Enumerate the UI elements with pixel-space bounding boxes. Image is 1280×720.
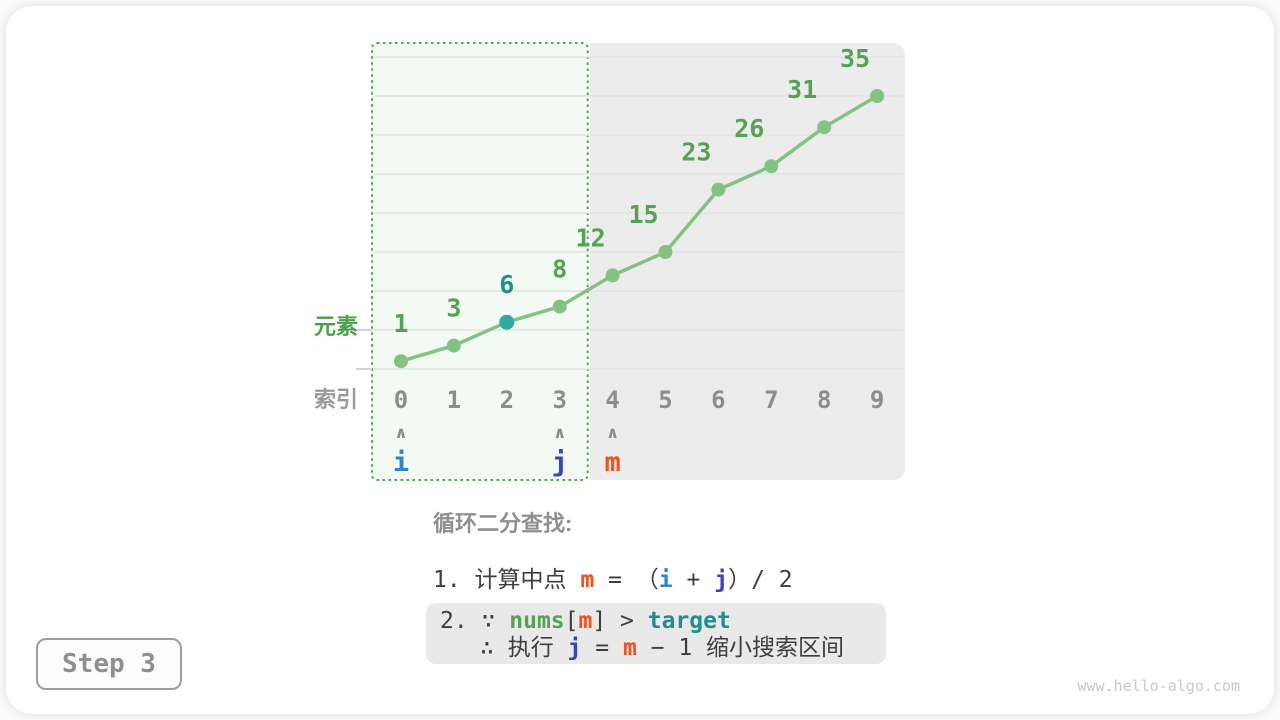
caption-step1: 1. 计算中点 m = （i + j）/ 2	[433, 560, 793, 594]
var-target: target	[647, 608, 731, 634]
index-label-1: 1	[447, 386, 461, 414]
data-point-2	[499, 314, 515, 330]
equals-open-paren: = （	[594, 567, 659, 593]
step1-prefix: 1. 计算中点	[433, 567, 581, 593]
caption-step2-box: 2. ∵ nums[m] > target ∴ 执行 j = m − 1 缩小搜…	[426, 603, 886, 664]
value-label-1: 3	[446, 294, 461, 323]
series-line	[400, 94, 878, 363]
value-label-0: 1	[393, 309, 408, 338]
value-label-8: 31	[787, 75, 817, 104]
caption-step2-action: ∴ 执行 j = m − 1 缩小搜索区间	[440, 635, 886, 662]
y-axis-label: 元素	[314, 314, 358, 339]
value-label-6: 23	[681, 138, 711, 167]
data-point-7	[764, 159, 779, 174]
search-window-region	[371, 42, 589, 481]
var-m: m	[622, 635, 637, 661]
pointer-caret-j: ∧	[553, 423, 566, 442]
index-label-0: 0	[394, 386, 408, 414]
value-label-7: 26	[734, 114, 764, 143]
value-label-2: 6	[499, 270, 514, 299]
step-badge: Step 3	[36, 638, 182, 690]
plus: +	[672, 567, 715, 593]
data-point-5	[658, 245, 673, 259]
pointer-label-i: i	[393, 447, 409, 478]
step2-because: 2. ∵	[440, 608, 510, 634]
pointer-label-j: j	[552, 447, 568, 478]
var-m: m	[578, 608, 593, 634]
index-label-7: 7	[764, 386, 778, 414]
data-point-9	[870, 89, 885, 103]
data-point-0	[394, 354, 408, 369]
caption-heading: 循环二分查找:	[433, 511, 573, 536]
data-point-3	[552, 299, 567, 314]
step-badge-label: Step 3	[62, 649, 156, 679]
index-label-4: 4	[605, 386, 619, 414]
index-label-3: 3	[552, 386, 566, 414]
var-nums: nums	[509, 608, 565, 634]
value-label-9: 35	[840, 44, 870, 73]
caption-step2-condition: 2. ∵ nums[m] > target	[440, 608, 886, 635]
value-label-4: 12	[576, 223, 606, 252]
value-label-3: 8	[552, 255, 567, 284]
bracket-open: [	[564, 608, 579, 634]
pointer-label-m: m	[604, 447, 620, 478]
index-label-5: 5	[658, 386, 672, 414]
data-point-8	[817, 120, 832, 135]
index-label-8: 8	[817, 386, 831, 414]
close-paren-div-2: ）/ 2	[728, 567, 793, 593]
value-label-5: 15	[628, 200, 658, 229]
var-j: j	[567, 635, 582, 661]
index-label-2: 2	[500, 386, 514, 414]
index-label-9: 9	[870, 386, 884, 414]
pointer-caret-m: ∧	[606, 423, 619, 442]
var-j: j	[714, 567, 729, 593]
x-axis-label: 索引	[314, 387, 358, 412]
pointer-caret-i: ∧	[395, 423, 408, 442]
var-m: m	[580, 567, 595, 593]
data-point-1	[446, 338, 461, 353]
equals: =	[581, 635, 623, 661]
excluded-region	[589, 43, 906, 480]
watermark: www.hello-algo.com	[1077, 677, 1240, 695]
data-point-6	[711, 182, 726, 197]
var-i: i	[658, 567, 673, 593]
therefore-execute: ∴ 执行	[480, 635, 568, 661]
data-point-4	[605, 268, 620, 283]
index-label-6: 6	[711, 386, 725, 414]
bracket-close-gt: ] >	[592, 608, 648, 634]
minus-1-shrink-range: − 1 缩小搜索区间	[636, 635, 845, 661]
